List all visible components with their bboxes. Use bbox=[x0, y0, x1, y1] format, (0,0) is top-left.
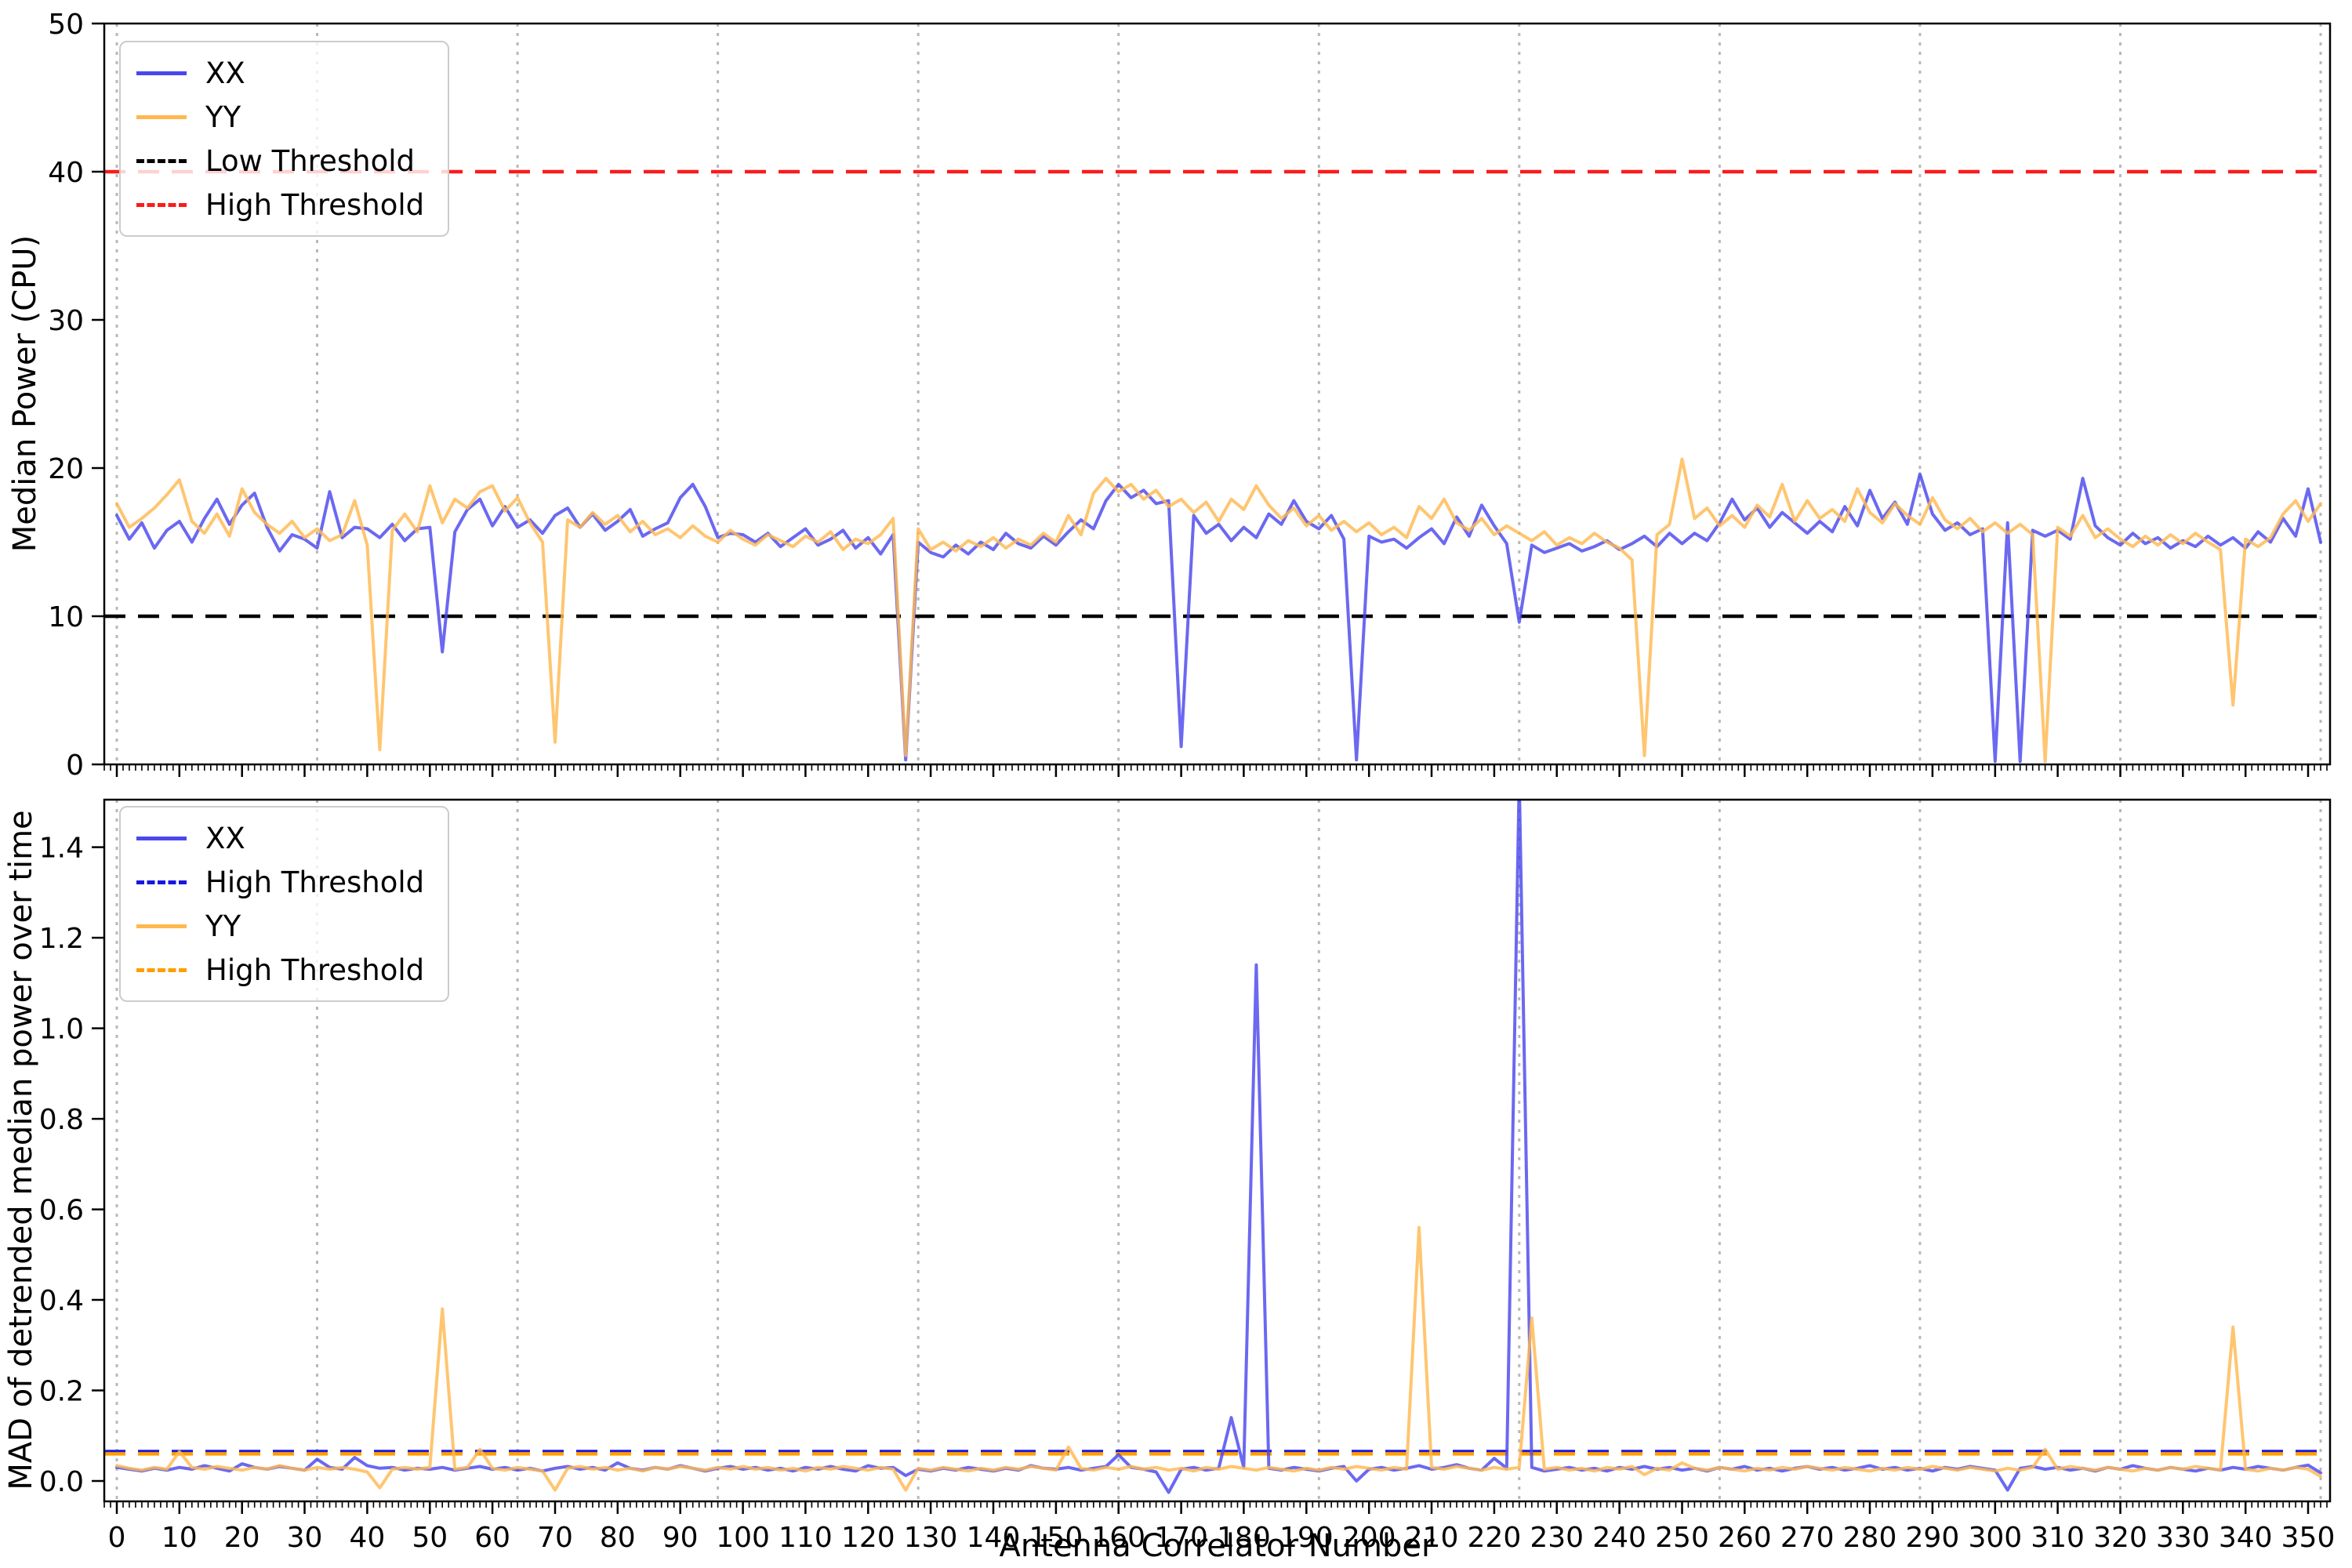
top-y-axis-label: Median Power (CPU) bbox=[7, 235, 43, 552]
x-axis-ticks: 0 10 20 30 40 50 60 70 80 90 100 110 120 130 140 150 160… bbox=[103, 1501, 2336, 1554]
svg-text:240: 240 bbox=[1592, 1522, 1646, 1554]
svg-text:330: 330 bbox=[2156, 1522, 2210, 1554]
series-lines bbox=[115, 457, 2322, 764]
yy-line-sample-icon bbox=[136, 114, 187, 119]
legend-item: Low Threshold bbox=[136, 141, 424, 180]
axes-frame bbox=[103, 798, 2332, 1503]
y-axis-ticks: 0 10 20 30 40 50 bbox=[48, 9, 104, 782]
svg-text:280: 280 bbox=[1843, 1522, 1897, 1554]
x-axis-label: Antenna Correlator Number bbox=[1000, 1528, 1435, 1564]
bottom-y-axis-label: MAD of detrended median power over time bbox=[3, 810, 39, 1490]
svg-text:110: 110 bbox=[779, 1522, 833, 1554]
yy-line-sample-icon bbox=[136, 924, 187, 928]
legend-item-label: YY bbox=[205, 100, 241, 134]
svg-text:1.0: 1.0 bbox=[39, 1014, 84, 1046]
svg-text:270: 270 bbox=[1780, 1522, 1835, 1554]
svg-text:0.0: 0.0 bbox=[39, 1466, 84, 1498]
bottom-plot: 0 10 20 30 40 50 60 70 80 90 100 110 120 130 140 150 160… bbox=[39, 798, 2336, 1554]
xx-line-sample-icon bbox=[136, 836, 187, 840]
yy-high-threshold-sample-icon bbox=[136, 967, 187, 972]
legend-item: XX bbox=[136, 818, 424, 858]
series-yy bbox=[115, 457, 2322, 764]
svg-text:10: 10 bbox=[162, 1522, 198, 1554]
top-legend: XX YY Low Threshold High Threshold bbox=[119, 41, 450, 237]
svg-text:320: 320 bbox=[2093, 1522, 2147, 1554]
svg-text:1.2: 1.2 bbox=[39, 923, 84, 955]
svg-text:60: 60 bbox=[474, 1522, 510, 1554]
svg-text:0.8: 0.8 bbox=[39, 1104, 84, 1136]
legend-item: High Threshold bbox=[136, 862, 424, 902]
top-plot: 0 10 20 30 40 50 bbox=[48, 9, 2332, 782]
axes-frame bbox=[103, 22, 2332, 766]
svg-text:290: 290 bbox=[1906, 1522, 1960, 1554]
svg-text:190: 190 bbox=[1279, 1522, 1334, 1554]
legend-item: High Threshold bbox=[136, 950, 424, 989]
svg-text:50: 50 bbox=[48, 9, 84, 41]
svg-text:120: 120 bbox=[841, 1522, 895, 1554]
series-yy bbox=[115, 1225, 2322, 1492]
legend-item-label: High Threshold bbox=[205, 953, 425, 987]
svg-text:260: 260 bbox=[1718, 1522, 1772, 1554]
svg-text:300: 300 bbox=[1968, 1522, 2022, 1554]
svg-text:340: 340 bbox=[2219, 1522, 2273, 1554]
svg-text:0: 0 bbox=[108, 1522, 126, 1554]
svg-text:130: 130 bbox=[904, 1522, 958, 1554]
y-axis-ticks: 0.0 0.2 0.4 0.6 0.8 1.0 1.2 1.4 bbox=[39, 833, 104, 1498]
svg-text:170: 170 bbox=[1154, 1522, 1208, 1554]
svg-text:150: 150 bbox=[1029, 1522, 1083, 1554]
svg-text:70: 70 bbox=[537, 1522, 573, 1554]
legend-item-label: Low Threshold bbox=[205, 143, 415, 178]
svg-text:80: 80 bbox=[600, 1522, 636, 1554]
legend-item: XX bbox=[136, 53, 424, 93]
svg-text:250: 250 bbox=[1655, 1522, 1709, 1554]
legend-item: High Threshold bbox=[136, 185, 424, 224]
svg-text:90: 90 bbox=[662, 1522, 699, 1554]
xx-high-threshold-sample-icon bbox=[136, 880, 187, 884]
low-threshold-line-sample-icon bbox=[136, 158, 187, 163]
svg-text:30: 30 bbox=[48, 305, 84, 337]
threshold-lines bbox=[104, 1450, 2330, 1456]
svg-text:100: 100 bbox=[716, 1522, 770, 1554]
high-threshold-line-sample-icon bbox=[136, 202, 187, 207]
svg-text:0.2: 0.2 bbox=[39, 1376, 84, 1408]
svg-text:220: 220 bbox=[1468, 1522, 1522, 1554]
legend-item: YY bbox=[136, 906, 424, 946]
svg-text:1.4: 1.4 bbox=[39, 833, 84, 865]
series-lines bbox=[115, 800, 2322, 1494]
legend-item-label: XX bbox=[205, 821, 245, 855]
svg-text:350: 350 bbox=[2281, 1522, 2336, 1554]
svg-text:20: 20 bbox=[48, 453, 84, 485]
svg-text:160: 160 bbox=[1091, 1522, 1145, 1554]
legend-item-label: XX bbox=[205, 56, 245, 90]
svg-text:0.4: 0.4 bbox=[39, 1285, 84, 1317]
svg-text:0: 0 bbox=[66, 750, 84, 782]
svg-text:10: 10 bbox=[48, 601, 84, 633]
svg-text:40: 40 bbox=[349, 1522, 385, 1554]
legend-item-label: YY bbox=[205, 909, 241, 943]
svg-text:20: 20 bbox=[224, 1522, 260, 1554]
svg-text:230: 230 bbox=[1530, 1522, 1584, 1554]
xx-line-sample-icon bbox=[136, 71, 187, 75]
gridlines bbox=[115, 800, 2322, 1501]
svg-text:180: 180 bbox=[1217, 1522, 1271, 1554]
svg-text:140: 140 bbox=[967, 1522, 1021, 1554]
legend-item: YY bbox=[136, 97, 424, 136]
svg-text:0.6: 0.6 bbox=[39, 1195, 84, 1227]
legend-item-label: High Threshold bbox=[205, 865, 425, 899]
svg-text:30: 30 bbox=[287, 1522, 323, 1554]
legend-item-label: High Threshold bbox=[205, 187, 425, 222]
svg-text:310: 310 bbox=[2031, 1522, 2085, 1554]
bottom-legend: XX High Threshold YY High Threshold bbox=[119, 806, 450, 1002]
svg-text:200: 200 bbox=[1342, 1522, 1396, 1554]
svg-text:50: 50 bbox=[412, 1522, 448, 1554]
x-axis-ticks bbox=[103, 764, 2328, 777]
svg-text:210: 210 bbox=[1405, 1522, 1459, 1554]
svg-text:40: 40 bbox=[48, 157, 84, 189]
threshold-lines bbox=[104, 169, 2330, 619]
